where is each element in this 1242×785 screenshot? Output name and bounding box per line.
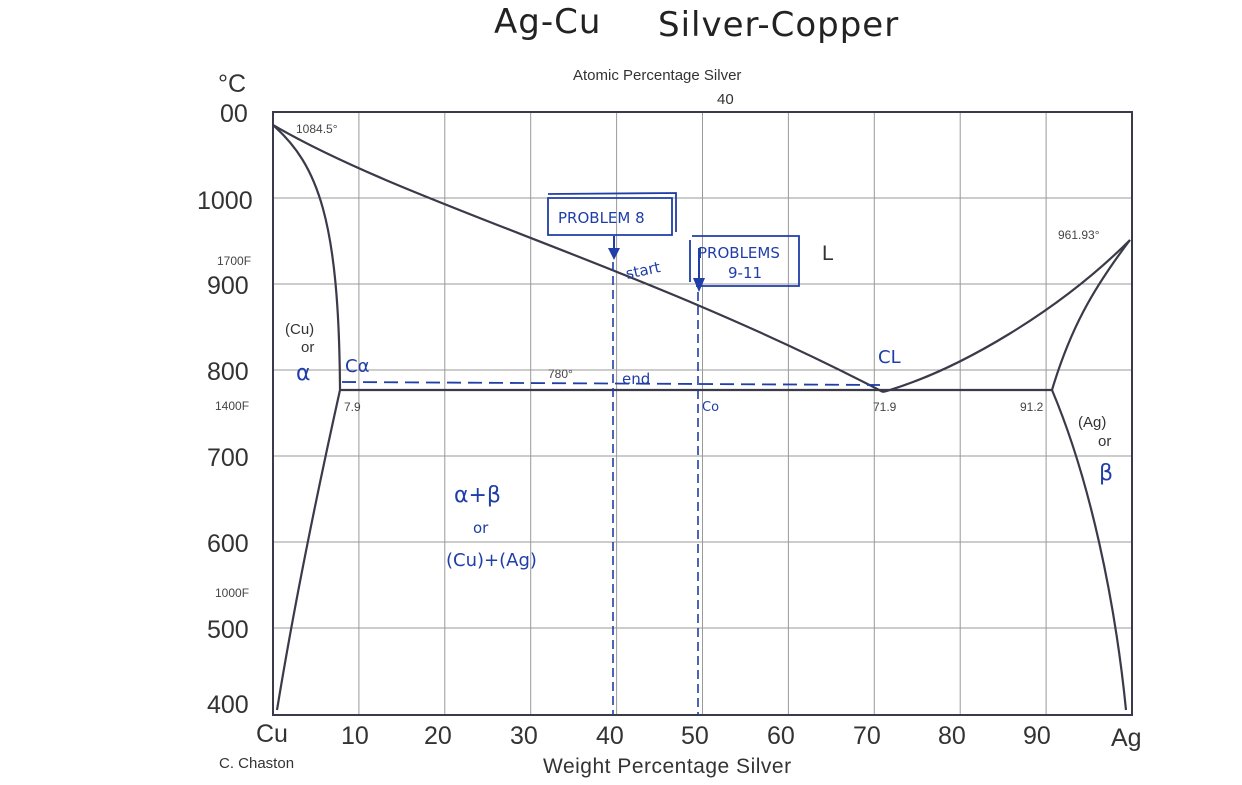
x-tick-label: 10: [341, 722, 369, 750]
x-end-right: Ag: [1111, 724, 1142, 752]
fahrenheit-label: 1400F: [215, 399, 249, 413]
x-end-left: Cu: [256, 720, 288, 748]
c-o-label: Co: [702, 400, 719, 415]
y-tick-label: 400: [207, 691, 249, 719]
problems-box: [689, 235, 800, 287]
solidus-cu-side: [272, 124, 342, 391]
x-tick-label: 40: [596, 722, 624, 750]
ag-or-label: or: [1098, 433, 1111, 450]
end-label: end: [622, 370, 650, 388]
plot-frame: [272, 111, 1133, 716]
eutectic-temp-label: 780°: [548, 367, 573, 381]
cu-phase-label: (Cu): [285, 321, 314, 338]
two-phase-line2: or: [473, 519, 489, 537]
y-tick-label: 700: [207, 444, 249, 472]
x-tick-label: 30: [510, 722, 538, 750]
problem8-arrowhead: [608, 248, 620, 260]
y-tick-label: 800: [207, 358, 249, 386]
problem8-label: PROBLEM 8: [558, 209, 645, 227]
y-tick-label: 1000: [197, 187, 253, 215]
fahrenheit-label: 1000F: [215, 586, 249, 600]
x-tick-label: 20: [424, 722, 452, 750]
y-unit-label: °C: [218, 70, 246, 98]
problems-label-line2: 9-11: [728, 264, 762, 282]
y-tick-label: 500: [207, 616, 249, 644]
x-tick-label: 70: [853, 722, 881, 750]
y-tick-label: 00: [220, 100, 248, 128]
start-label: start: [624, 258, 662, 283]
bottom-axis-label: Weight Percentage Silver: [543, 755, 792, 778]
solvus-ag-side: [1050, 389, 1128, 711]
problems-label-line1: PROBLEMS: [698, 244, 780, 262]
top-axis-tick: 40: [717, 91, 734, 108]
beta-limit-label: 91.2: [1020, 400, 1044, 414]
y-tick-label: 900: [207, 272, 249, 300]
top-axis-label: Atomic Percentage Silver: [573, 67, 741, 84]
cu-melting-label: 1084.5°: [296, 122, 338, 136]
solidus-ag-side: [1050, 239, 1131, 391]
x-tick-label: 80: [938, 722, 966, 750]
eutectic-comp-label: 71.9: [873, 400, 897, 414]
x-tick-label: 90: [1023, 722, 1051, 750]
diagram-title-formula: Ag-Cu: [494, 2, 601, 42]
liquid-label: L: [822, 242, 834, 265]
x-tick-label: 60: [767, 722, 795, 750]
liquidus-ag-side: [882, 239, 1131, 394]
solvus-cu-side: [275, 389, 342, 711]
alpha-phase-symbol: α: [296, 361, 311, 386]
alpha-limit-label: 7.9: [344, 400, 361, 414]
problem8-box: [547, 192, 677, 236]
tie-line: [341, 381, 881, 386]
problems-arrowhead: [693, 278, 705, 292]
cu-or-label: or: [301, 339, 314, 356]
ag-phase-label: (Ag): [1078, 414, 1106, 431]
beta-phase-symbol: β: [1099, 461, 1113, 486]
x-tick-label: 50: [681, 722, 709, 750]
y-tick-label: 600: [207, 530, 249, 558]
diagram-title-name: Silver-Copper: [658, 5, 899, 45]
c-l-label: CL: [878, 347, 901, 368]
two-phase-line3: (Cu)+(Ag): [446, 550, 537, 571]
liquidus-cu-side: [272, 124, 884, 393]
credit-label: C. Chaston: [219, 755, 294, 772]
ag-melting-label: 961.93°: [1058, 228, 1100, 242]
fahrenheit-label: 1700F: [217, 254, 251, 268]
c-alpha-label: Cα: [345, 356, 369, 377]
grid: [273, 112, 1132, 715]
two-phase-line1: α+β: [454, 483, 501, 508]
